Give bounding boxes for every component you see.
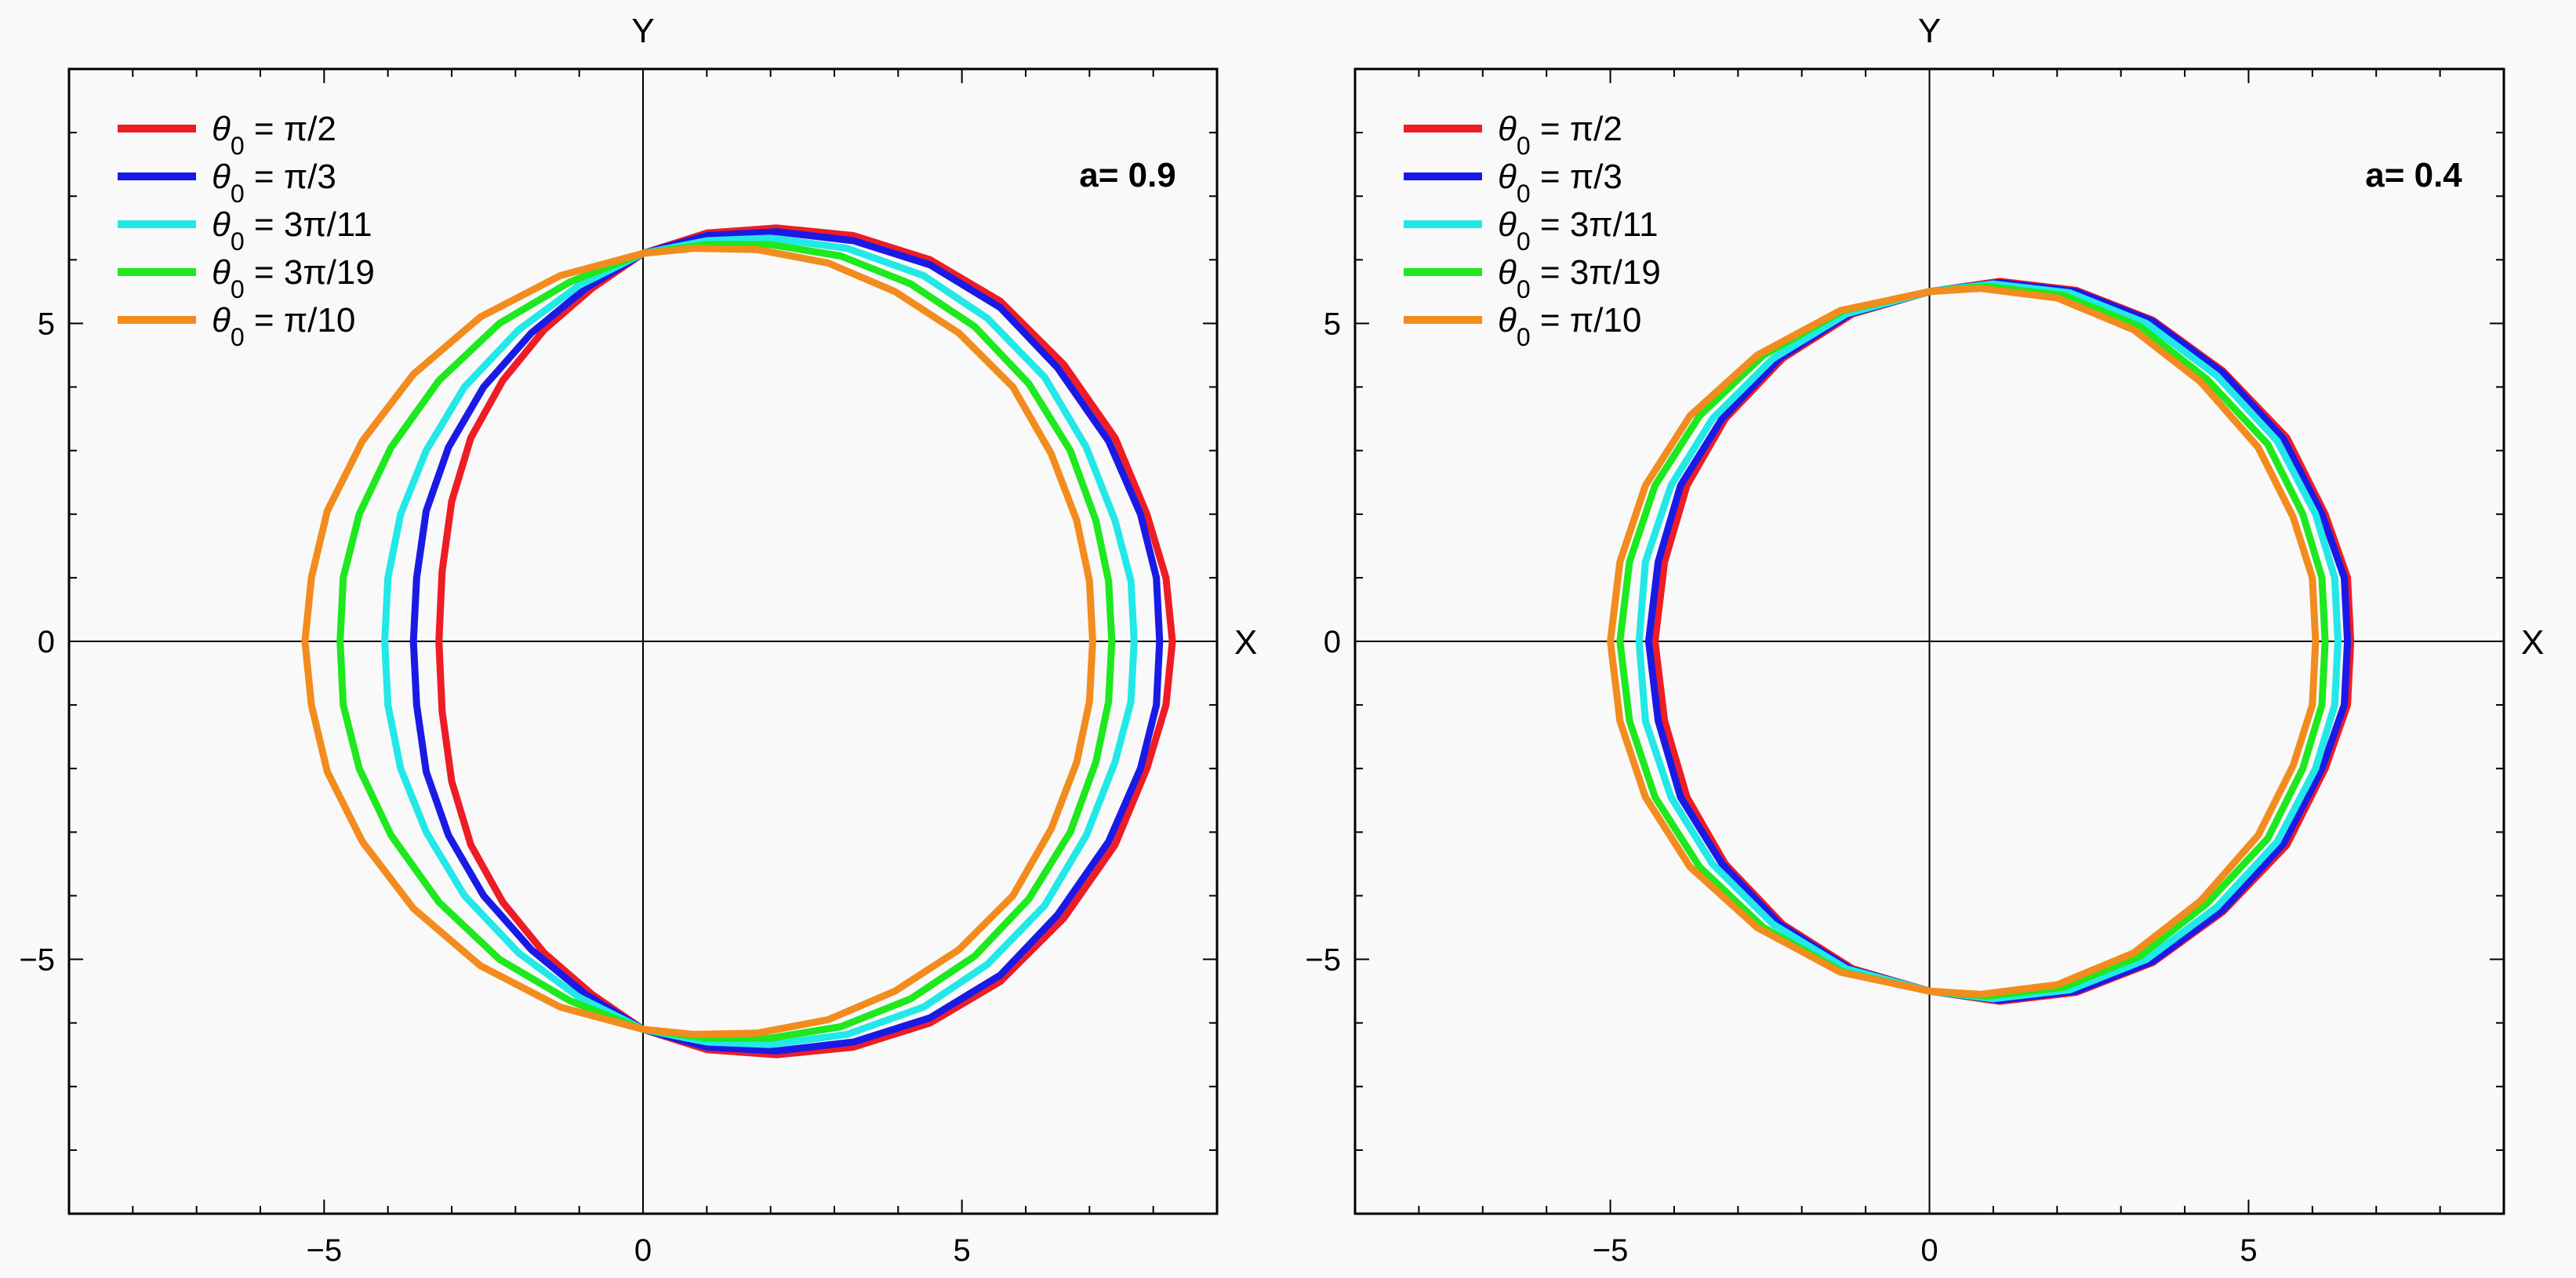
legend-label: θ0 = π/2: [1498, 110, 1622, 160]
y-tick-label: 5: [38, 307, 55, 341]
series-curve: [1616, 282, 2329, 1000]
legend-subscript: 0: [1517, 275, 1531, 303]
legend-label: θ0 = 3π/11: [212, 205, 372, 256]
y-tick-label: −5: [19, 943, 55, 978]
legend-greek: θ: [212, 253, 231, 292]
legend-greek: θ: [1498, 205, 1517, 244]
y-tick-label: 0: [38, 625, 55, 659]
legend-subscript: 0: [1517, 323, 1531, 351]
series-curve: [301, 245, 1096, 1038]
series-curve: [409, 228, 1164, 1055]
legend-rest: = 3π/19: [245, 253, 375, 292]
legend-subscript: 0: [1517, 132, 1531, 160]
x-tick-label: 5: [2240, 1233, 2257, 1268]
series-curve: [336, 241, 1116, 1042]
legend-greek: θ: [1498, 301, 1517, 339]
legend-label: θ0 = π/3: [212, 158, 336, 208]
legend-rest: = π/10: [245, 301, 356, 339]
legend-greek: θ: [1498, 253, 1517, 292]
x-axis-label: X: [1234, 623, 1257, 662]
legend-greek: θ: [212, 301, 231, 339]
panel-annotation: a= 0.9: [1079, 156, 1176, 194]
legend-subscript: 0: [231, 275, 245, 303]
legend-subscript: 0: [231, 227, 245, 256]
legend-rest: = π/10: [1531, 301, 1642, 339]
series-curve: [1635, 280, 2342, 1003]
legend-rest: = π/2: [245, 110, 336, 148]
legend-label: θ0 = 3π/19: [212, 253, 375, 303]
legend-greek: θ: [212, 110, 231, 148]
legend-label: θ0 = π/10: [1498, 301, 1641, 351]
legend-rest: = π/3: [245, 158, 336, 196]
x-tick-label: 0: [1920, 1233, 1938, 1268]
y-tick-label: 5: [1324, 307, 1341, 341]
legend-label: θ0 = π/3: [1498, 158, 1622, 208]
legend-subscript: 0: [1517, 227, 1531, 256]
legend-greek: θ: [1498, 158, 1517, 196]
x-tick-label: −5: [307, 1233, 343, 1268]
series-curve: [381, 234, 1138, 1048]
legend-subscript: 0: [231, 323, 245, 351]
legend-label: θ0 = 3π/19: [1498, 253, 1661, 303]
legend-greek: θ: [212, 205, 231, 244]
legend-subscript: 0: [1517, 180, 1531, 208]
y-tick-label: 0: [1324, 625, 1341, 659]
legend-label: θ0 = π/10: [212, 301, 355, 351]
legend-rest: = π/3: [1531, 158, 1622, 196]
y-tick-label: −5: [1305, 943, 1341, 978]
x-tick-label: 0: [634, 1233, 652, 1268]
legend-greek: θ: [212, 158, 231, 196]
panel-annotation: a= 0.4: [2365, 156, 2462, 194]
legend-rest: = 3π/11: [1531, 205, 1659, 244]
legend-rest: = 3π/19: [1531, 253, 1661, 292]
legend-label: θ0 = π/2: [212, 110, 336, 160]
x-tick-label: 5: [954, 1233, 971, 1268]
x-axis-label: X: [2521, 623, 2544, 662]
series-curve: [1607, 285, 2320, 998]
legend-subscript: 0: [231, 132, 245, 160]
y-axis-label: Y: [1918, 12, 1941, 50]
legend-label: θ0 = 3π/11: [1498, 205, 1659, 256]
legend-rest: = π/2: [1531, 110, 1622, 148]
y-axis-label: Y: [631, 12, 654, 50]
legend-subscript: 0: [231, 180, 245, 208]
legend-rest: = 3π/11: [245, 205, 372, 244]
x-tick-label: −5: [1593, 1233, 1629, 1268]
series-curve: [435, 224, 1176, 1058]
legend-greek: θ: [1498, 110, 1517, 148]
